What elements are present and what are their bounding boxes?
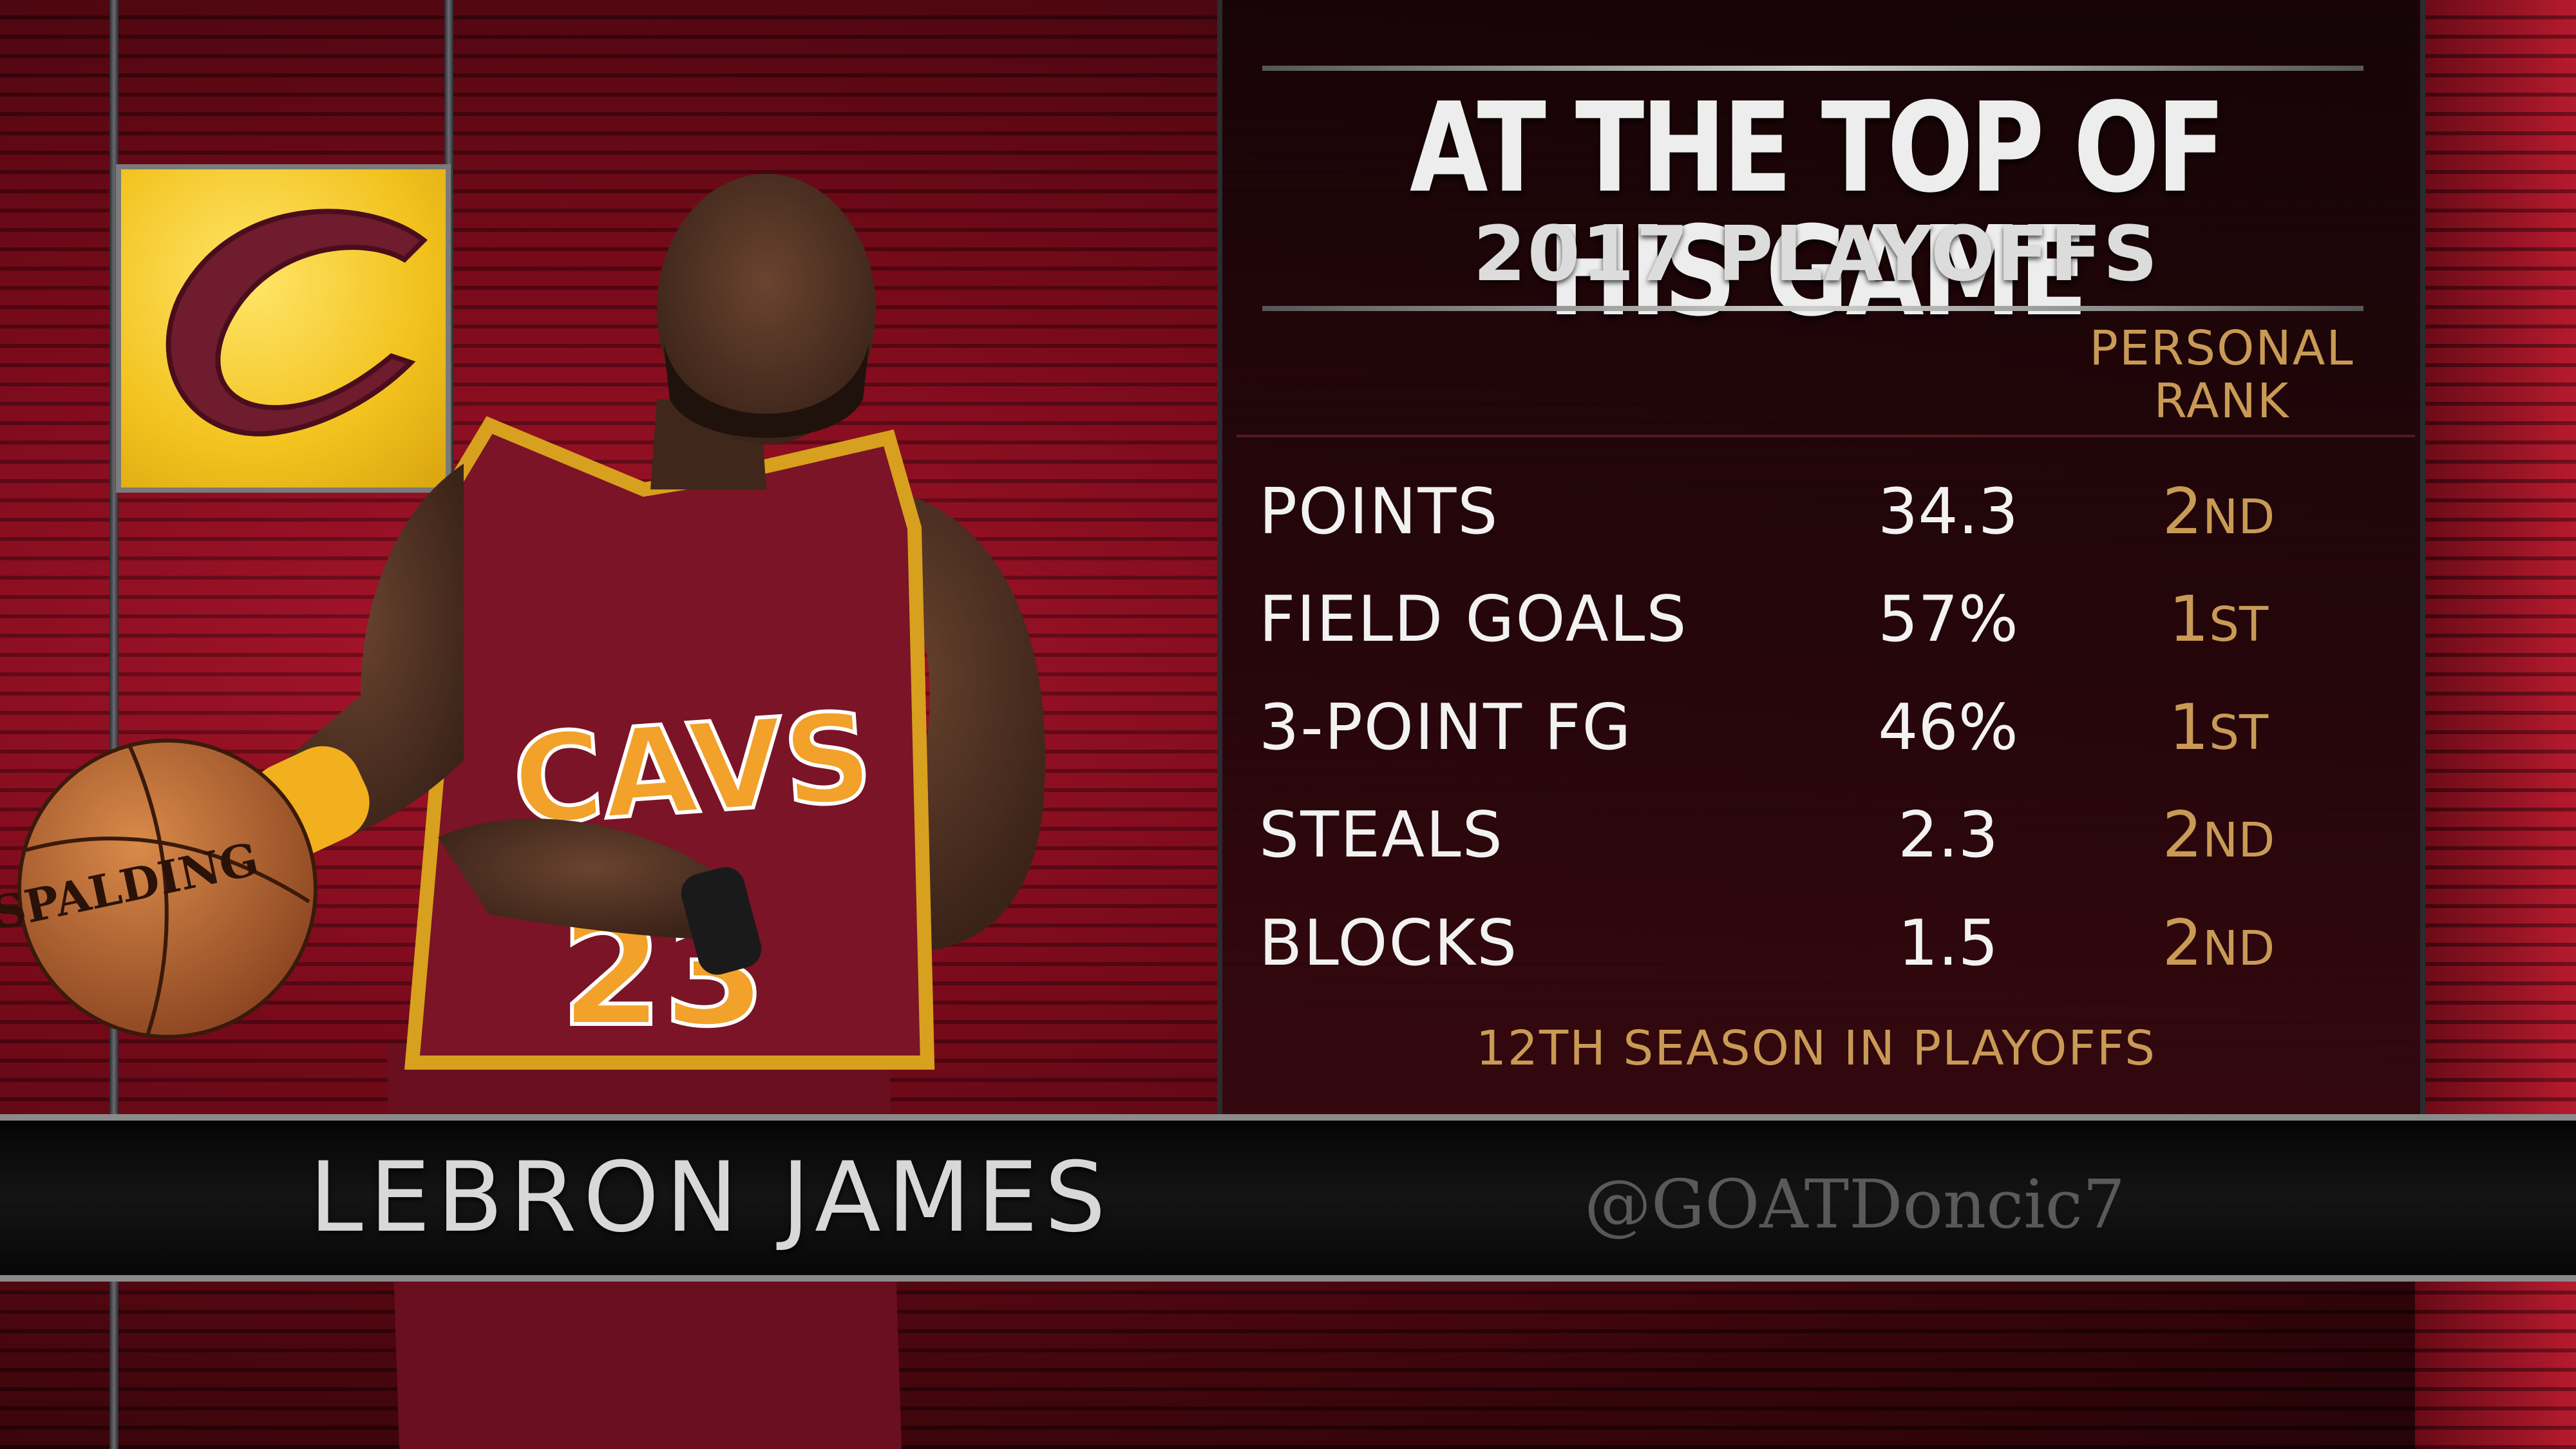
stat-label: STEALS <box>1259 799 1504 872</box>
rank-suffix: ST <box>2209 597 2269 652</box>
rank-number: 2 <box>2162 907 2202 980</box>
graphic-subtitle: 2017 PLAYOFFS <box>1473 209 2159 298</box>
player-hand <box>438 819 747 940</box>
graphic-title: AT THE TOP OF HIS GAME <box>1409 77 2226 344</box>
stat-row-blocks: BLOCKS 1.5 2ND <box>1259 898 2399 989</box>
stat-row-points: POINTS 34.3 2ND <box>1259 467 2399 557</box>
player-head <box>657 174 876 444</box>
title-rule-bottom <box>1262 306 2363 311</box>
player-figure: CAVS 23 SPALDING <box>0 174 1045 1449</box>
header-divider <box>1236 435 2415 437</box>
stat-label: POINTS <box>1259 475 1499 549</box>
stat-value: 1.5 <box>1898 907 1998 980</box>
player-arm-right <box>747 489 1045 954</box>
column-header-personal-rank: PERSONAL RANK <box>2089 321 2354 429</box>
player-name: LEBRON JAMES <box>309 1142 1113 1254</box>
stat-label: 3-POINT FG <box>1259 691 1633 764</box>
rank-suffix: ST <box>2209 705 2269 761</box>
stat-row-field-goals: FIELD GOALS 57% 1ST <box>1259 574 2399 665</box>
stats-panel <box>1217 0 2425 1114</box>
stat-label: FIELD GOALS <box>1259 583 1688 656</box>
name-bar <box>0 1114 2576 1282</box>
stat-row-steals: STEALS 2.3 2ND <box>1259 790 2399 880</box>
rank-suffix: ND <box>2202 813 2275 868</box>
watermark-handle: @GOATDoncic7 <box>1584 1165 2126 1244</box>
rank-suffix: ND <box>2202 921 2275 976</box>
rank-suffix: ND <box>2202 489 2275 545</box>
stat-value: 57% <box>1878 583 2018 656</box>
stat-value: 2.3 <box>1898 799 1998 872</box>
rank-number: 2 <box>2162 799 2202 872</box>
stat-value: 46% <box>1878 691 2018 764</box>
playoff-seasons-note: 12TH SEASON IN PLAYOFFS <box>1475 1021 2157 1076</box>
rank-number: 2 <box>2162 475 2202 549</box>
stat-rank: 1ST <box>2058 574 2380 683</box>
cavaliers-c-logo-icon <box>166 209 428 437</box>
title-rule-top <box>1262 66 2363 71</box>
stat-rank: 2ND <box>2058 790 2380 898</box>
stat-rank: 2ND <box>2058 467 2380 575</box>
stat-rank: 1ST <box>2058 683 2380 791</box>
team-logo <box>116 164 451 493</box>
stat-value: 34.3 <box>1877 475 2019 549</box>
stat-label: BLOCKS <box>1259 907 1519 980</box>
stat-row-3-point-fg: 3-POINT FG 46% 1ST <box>1259 683 2399 773</box>
rank-number: 1 <box>2168 583 2210 656</box>
stat-rank: 2ND <box>2058 898 2380 1007</box>
rank-number: 1 <box>2168 691 2210 764</box>
